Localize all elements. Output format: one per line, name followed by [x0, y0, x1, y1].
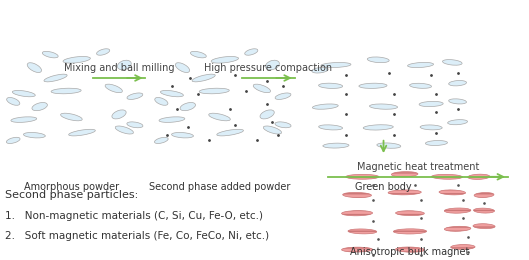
Ellipse shape: [363, 125, 393, 130]
Ellipse shape: [444, 208, 471, 213]
Text: Mixing and ball milling: Mixing and ball milling: [64, 63, 174, 73]
Ellipse shape: [396, 247, 424, 252]
Ellipse shape: [12, 90, 35, 97]
Ellipse shape: [377, 143, 401, 148]
Ellipse shape: [192, 74, 215, 82]
Ellipse shape: [112, 110, 126, 119]
Ellipse shape: [323, 143, 349, 148]
Ellipse shape: [155, 98, 168, 105]
Ellipse shape: [217, 129, 243, 136]
Text: Magnetic heat treatment: Magnetic heat treatment: [357, 162, 479, 172]
Ellipse shape: [419, 101, 443, 107]
Ellipse shape: [468, 174, 490, 179]
Ellipse shape: [253, 84, 270, 93]
Ellipse shape: [171, 133, 194, 138]
Ellipse shape: [343, 192, 371, 198]
Text: 2.   Soft magnetic materials (Fe, Co, FeCo, Ni, etc.): 2. Soft magnetic materials (Fe, Co, FeCo…: [5, 231, 269, 241]
Ellipse shape: [367, 57, 389, 63]
Ellipse shape: [266, 60, 279, 70]
Text: 1.   Non-magnetic materials (C, Si, Cu, Fe-O, etc.): 1. Non-magnetic materials (C, Si, Cu, Fe…: [5, 211, 263, 220]
Ellipse shape: [97, 49, 110, 55]
Ellipse shape: [346, 174, 379, 179]
Ellipse shape: [359, 83, 387, 88]
Ellipse shape: [245, 49, 258, 55]
Ellipse shape: [160, 90, 184, 97]
Ellipse shape: [154, 137, 168, 144]
Text: Second phase particles:: Second phase particles:: [5, 190, 139, 200]
Ellipse shape: [391, 172, 418, 177]
Ellipse shape: [275, 93, 291, 99]
Ellipse shape: [449, 99, 467, 104]
Text: High pressure compaction: High pressure compaction: [204, 63, 332, 73]
Ellipse shape: [260, 110, 274, 119]
Ellipse shape: [439, 190, 466, 195]
Ellipse shape: [396, 211, 424, 216]
Ellipse shape: [32, 102, 48, 111]
Ellipse shape: [263, 126, 281, 134]
Ellipse shape: [199, 88, 229, 94]
Ellipse shape: [451, 245, 475, 249]
Ellipse shape: [42, 51, 58, 58]
Ellipse shape: [6, 137, 20, 144]
Ellipse shape: [63, 56, 90, 63]
Ellipse shape: [318, 83, 343, 88]
Ellipse shape: [61, 113, 82, 121]
Ellipse shape: [115, 126, 133, 134]
Ellipse shape: [425, 141, 448, 145]
Ellipse shape: [449, 81, 467, 86]
Ellipse shape: [190, 51, 206, 58]
Ellipse shape: [312, 67, 329, 73]
Ellipse shape: [321, 62, 351, 68]
Ellipse shape: [432, 174, 462, 179]
Ellipse shape: [342, 247, 372, 252]
Ellipse shape: [348, 229, 377, 234]
Ellipse shape: [159, 117, 185, 122]
Ellipse shape: [318, 125, 343, 130]
Text: Green body: Green body: [355, 182, 412, 192]
Ellipse shape: [369, 104, 398, 109]
Ellipse shape: [44, 74, 67, 82]
Ellipse shape: [473, 208, 495, 213]
Text: Anisotropic bulk magnet: Anisotropic bulk magnet: [350, 248, 470, 257]
Text: Amorphous powder: Amorphous powder: [24, 182, 119, 192]
Ellipse shape: [117, 60, 131, 70]
Ellipse shape: [442, 60, 462, 65]
Ellipse shape: [394, 229, 426, 234]
Ellipse shape: [448, 120, 468, 125]
Ellipse shape: [127, 122, 143, 128]
Ellipse shape: [388, 190, 421, 195]
Ellipse shape: [180, 102, 196, 111]
Ellipse shape: [51, 88, 81, 94]
Text: Second phase added powder: Second phase added powder: [149, 182, 290, 192]
Ellipse shape: [275, 122, 291, 128]
Ellipse shape: [105, 84, 122, 93]
Ellipse shape: [11, 117, 37, 122]
Ellipse shape: [313, 104, 338, 109]
Ellipse shape: [127, 93, 143, 99]
Ellipse shape: [7, 98, 20, 105]
Ellipse shape: [27, 63, 42, 73]
Ellipse shape: [175, 63, 190, 73]
Ellipse shape: [408, 62, 433, 68]
Ellipse shape: [342, 211, 372, 216]
Ellipse shape: [209, 113, 230, 121]
Ellipse shape: [69, 129, 95, 136]
Ellipse shape: [211, 56, 239, 63]
Ellipse shape: [473, 224, 495, 229]
Ellipse shape: [420, 125, 442, 130]
Ellipse shape: [409, 83, 432, 88]
Ellipse shape: [474, 192, 494, 198]
Ellipse shape: [444, 226, 471, 231]
Ellipse shape: [23, 133, 45, 138]
